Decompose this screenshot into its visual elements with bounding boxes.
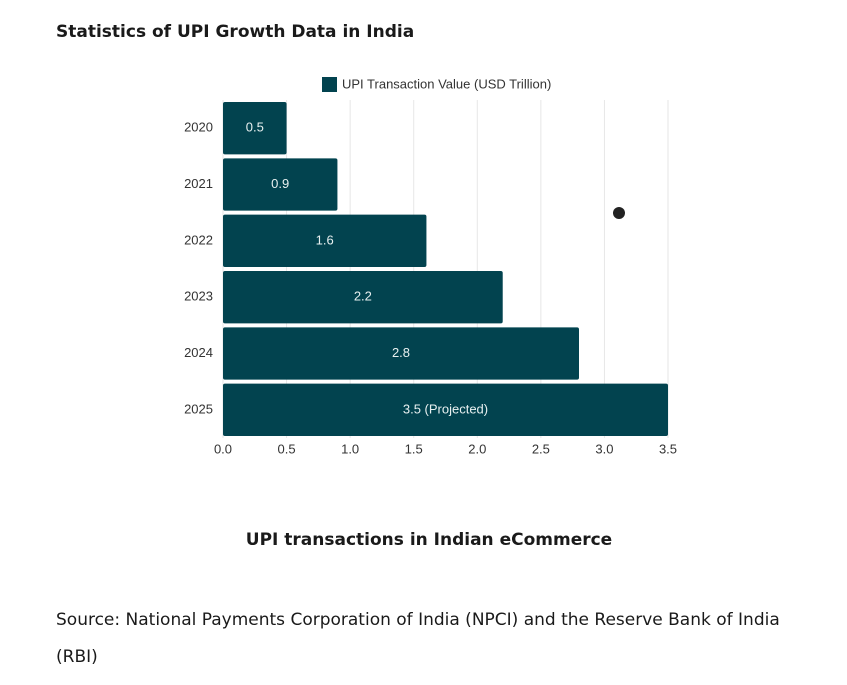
bar [223,383,668,436]
x-tick-label: 0.0 [214,441,232,456]
source: Source: National Payments Corporation of… [56,610,780,667]
heading: Statistics of UPI Growth Data in India [56,22,415,42]
caption: UPI transactions in Indian eCommerce [245,530,613,550]
bar [223,271,503,324]
y-tick-label: 2024 [184,345,213,360]
y-tick-label: 2021 [184,176,213,191]
data-label: 0.5 [246,120,264,135]
x-tick-label: 3.5 [659,441,677,456]
bar [223,102,287,155]
x-tick-label: 1.5 [405,441,423,456]
data-label: 0.9 [271,176,289,191]
bar [223,214,427,267]
data-label: 3.5 (Projected) [403,401,488,416]
legend-label: UPI Transaction Value (USD Trillion) [342,76,551,91]
data-label: 2.2 [354,289,372,304]
chart: 0.0 0.5 1.0 1.5 2.0 2.5 3.0 3.5 UPI Transaction … [184,76,677,456]
x-tick-label: 0.5 [278,441,296,456]
x-tick-label: 3.0 [595,441,613,456]
y-tick-label: 2025 [184,401,213,416]
bar [223,158,338,211]
y-tick-label: 2022 [184,232,213,247]
data-label: 1.6 [316,232,334,247]
y-tick-label: 2020 [184,120,213,135]
y-tick-label: 2023 [184,289,213,304]
data-label: 2.8 [392,345,410,360]
legend-swatch [322,77,337,92]
dot [613,207,625,219]
x-tick-label: 2.0 [468,441,486,456]
bar [223,327,579,380]
x-tick-label: 2.5 [532,441,550,456]
x-tick-label: 1.0 [341,441,359,456]
